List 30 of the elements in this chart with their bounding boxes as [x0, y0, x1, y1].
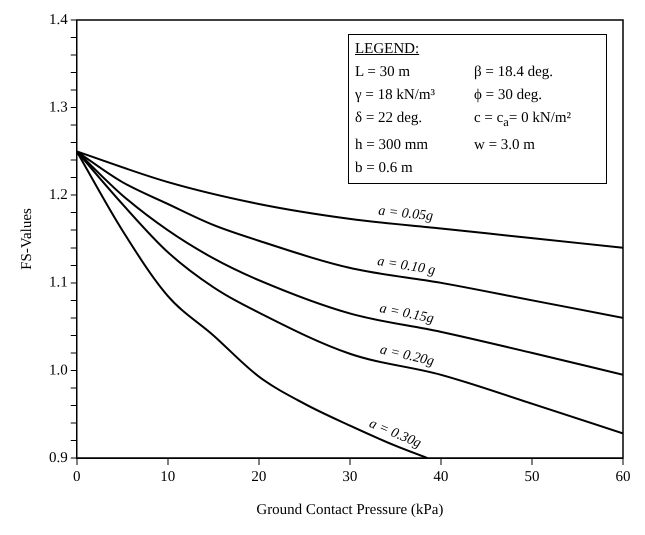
- x-tick-label: 50: [524, 468, 540, 485]
- annotation: b = 0.6 m: [355, 159, 414, 178]
- x-tick-label: 30: [342, 468, 358, 485]
- text: a = 0.30g: [366, 416, 424, 452]
- y-tick-label: 1.2: [49, 187, 68, 204]
- annotation: δ = 22 deg.: [355, 109, 424, 128]
- x-tick-label: 10: [160, 468, 176, 485]
- text: a = 0.05g: [378, 204, 434, 224]
- y-tick-label: 1.0: [49, 362, 68, 378]
- text: a = 0.15g: [378, 301, 436, 327]
- x-tick-label: 40: [433, 468, 448, 485]
- annotation: γ = 18 kN/m³: [355, 86, 436, 105]
- y-tick-label: 1.3: [49, 100, 68, 116]
- annotation: L = 30 m: [355, 63, 411, 82]
- y-tick-label: 0.9: [49, 450, 68, 466]
- text: a = 0.10 g: [376, 254, 436, 278]
- legend-title: LEGEND:: [355, 40, 420, 59]
- annotation: β = 18.4 deg.: [474, 63, 554, 82]
- y-tick-label: 1.1: [49, 274, 68, 291]
- text: a = 0.20g: [378, 342, 436, 370]
- x-tick-label: 20: [251, 468, 266, 485]
- annotation: c = c$_{a}$= 0 kN/m²: [474, 109, 572, 131]
- x-tick-label: 0: [73, 468, 80, 485]
- annotation: h = 300 mm: [355, 136, 430, 155]
- y-tick-label: 1.4: [49, 12, 68, 28]
- annotation: w = 3.0 m: [474, 136, 536, 155]
- y-axis-title: FS-Values: [18, 208, 35, 270]
- x-axis-title: Ground Contact Pressure (kPa): [256, 502, 444, 518]
- annotation: ϕ = 30 deg.: [474, 86, 544, 105]
- x-tick-label: 60: [616, 468, 630, 485]
